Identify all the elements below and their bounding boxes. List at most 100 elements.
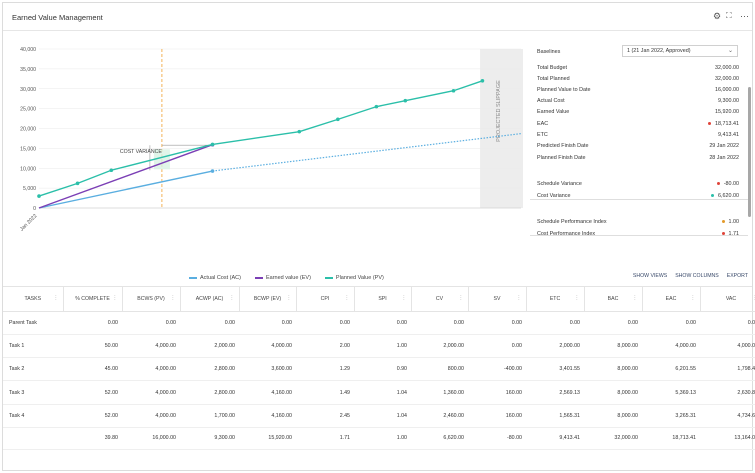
y-tick-label: 15,000 xyxy=(20,146,36,152)
column-menu-icon[interactable]: ⋮ xyxy=(170,295,176,301)
summary-row: ETC 9,413.41 xyxy=(535,130,739,141)
summary-value: 9,413.41 xyxy=(718,132,739,138)
column-header-label: BCWP (EV) xyxy=(253,295,282,302)
legend-label-pv: Planned Value (PV) xyxy=(335,275,384,281)
summary-row: Total Planned 32,000.00 xyxy=(535,74,739,85)
table-cell: 0.00 xyxy=(700,311,755,335)
show-columns-button[interactable]: SHOW COLUMNS xyxy=(675,273,719,279)
gear-icon[interactable]: ⚙ xyxy=(713,11,722,21)
summary-value-text: 32,000.00 xyxy=(715,65,739,71)
y-tick-label: 20,000 xyxy=(20,127,36,133)
table-cell: 0.00 xyxy=(122,311,180,335)
table-cell: 3,401.55 xyxy=(526,357,584,382)
table-cell: 2,000.00 xyxy=(180,334,239,359)
column-header[interactable]: CPI ⋮ xyxy=(296,287,355,312)
show-views-button[interactable]: SHOW VIEWS xyxy=(632,273,668,279)
table-row[interactable]: Task 4 52.00 4,000.00 1,700.00 4,160.00 2.45 1… xyxy=(3,404,755,428)
y-tick-label: 25,000 xyxy=(20,107,36,113)
column-header[interactable]: % COMPLETE ⋮ xyxy=(63,287,123,312)
data-point xyxy=(297,129,302,134)
table-row[interactable]: Task 1 50.00 4,000.00 2,000.00 4,000.00 2.00 1… xyxy=(3,334,755,359)
column-header[interactable]: BCWS (PV) ⋮ xyxy=(122,287,181,312)
column-menu-icon[interactable]: ⋮ xyxy=(53,295,59,301)
summary-value-text: 15,920.00 xyxy=(715,109,739,115)
column-menu-icon[interactable]: ⋮ xyxy=(574,295,580,301)
summary-value: -80.00 xyxy=(716,181,739,187)
column-header[interactable]: SV ⋮ xyxy=(468,287,527,312)
baselines-select[interactable]: 1 (21 Jan 2022, Approved) ⌄ xyxy=(622,45,738,57)
column-header[interactable]: CV ⋮ xyxy=(411,287,469,312)
table-cell: 0.00 xyxy=(411,311,468,335)
summary-value-text: 6,620.00 xyxy=(718,193,739,199)
summary-value-text: -80.00 xyxy=(723,181,739,187)
legend-swatch-ev xyxy=(254,277,263,279)
task-name-cell: Parent Task xyxy=(3,311,63,335)
legend-swatch-pv xyxy=(324,277,333,279)
table-cell: 3,265.31 xyxy=(642,404,700,428)
data-point xyxy=(336,117,340,122)
summary-label: Actual Cost xyxy=(537,98,565,104)
column-menu-icon[interactable]: ⋮ xyxy=(632,295,638,301)
y-tick-label: 40,000 xyxy=(20,47,36,53)
column-header[interactable]: ACWP (AC) ⋮ xyxy=(180,287,240,312)
column-header[interactable]: BCWP (EV) ⋮ xyxy=(239,287,297,312)
column-menu-icon[interactable]: ⋮ xyxy=(752,295,755,301)
column-menu-icon[interactable]: ⋮ xyxy=(112,295,118,301)
column-menu-icon[interactable]: ⋮ xyxy=(229,295,235,301)
table-cell: 52.00 xyxy=(63,380,122,405)
table-cell: 0.00 xyxy=(642,311,700,335)
summary-row: EAC 18,713.41 xyxy=(535,119,739,130)
table-row[interactable]: Task 2 45.00 4,000.00 2,800.00 3,600.00 1.29 0… xyxy=(3,357,755,382)
column-menu-icon[interactable]: ⋮ xyxy=(458,295,464,301)
legend-item-ac[interactable]: Actual Cost (AC) xyxy=(189,275,241,281)
table-cell: 1,798.45 xyxy=(700,357,755,382)
summary-value-text: 9,413.41 xyxy=(718,132,739,138)
status-dot xyxy=(721,220,725,224)
column-menu-icon[interactable]: ⋮ xyxy=(401,295,407,301)
column-header[interactable]: VAC ⋮ xyxy=(700,287,755,312)
column-header[interactable]: ETC ⋮ xyxy=(526,287,585,312)
total-cell: 1.00 xyxy=(354,426,411,450)
baselines-label: Baselines xyxy=(537,49,561,55)
summary-label: Predicted Finish Date xyxy=(537,143,589,149)
task-name-cell: Task 1 xyxy=(3,334,63,359)
column-header[interactable]: EAC ⋮ xyxy=(642,287,701,312)
table-cell: 160.00 xyxy=(468,380,526,405)
summary-scrollbar[interactable] xyxy=(748,87,751,217)
table-row[interactable]: Task 3 52.00 4,000.00 2,800.00 4,160.00 1.49 1… xyxy=(3,380,755,405)
summary-row: Schedule Variance -80.00 xyxy=(535,179,739,190)
column-menu-icon[interactable]: ⋮ xyxy=(690,295,696,301)
legend-item-ev[interactable]: Earned value (EV) xyxy=(254,275,311,281)
table-row[interactable]: Parent Task 0.00 0.00 0.00 0.00 0.00 0.00 0.00 0… xyxy=(3,311,755,335)
summary-row: Schedule Performance Index 1.00 xyxy=(535,217,739,228)
legend-item-pv[interactable]: Planned Value (PV) xyxy=(324,275,384,281)
column-header[interactable]: SPI ⋮ xyxy=(354,287,412,312)
table-total-row: 39.80 16,000.00 9,300.00 15,920.00 1.71 1.00 6… xyxy=(3,426,755,450)
table-cell: 0.00 xyxy=(180,311,239,335)
column-menu-icon[interactable]: ⋮ xyxy=(516,295,522,301)
table-cell: 2,460.00 xyxy=(411,404,468,428)
summary-panel: Baselines 1 (21 Jan 2022, Approved) ⌄ To… xyxy=(530,39,752,271)
summary-divider xyxy=(530,199,748,200)
column-menu-icon[interactable]: ⋮ xyxy=(286,295,292,301)
table-cell: 8,000.00 xyxy=(584,357,642,382)
table-cell: 5,369.13 xyxy=(642,380,700,405)
column-header[interactable]: TASKS ⋮ xyxy=(3,287,64,312)
legend-label-ev: Earned value (EV) xyxy=(265,275,311,281)
summary-value-text: 32,000.00 xyxy=(715,76,739,82)
more-icon[interactable]: ⋯ xyxy=(740,11,749,21)
task-name-cell: Task 3 xyxy=(3,380,63,405)
data-point xyxy=(210,142,215,147)
baselines-value: 1 (21 Jan 2022, Approved) xyxy=(627,48,691,54)
summary-value: 18,713.41 xyxy=(708,121,739,127)
summary-row: Cost Variance 6,620.00 xyxy=(535,191,739,202)
export-button[interactable]: EXPORT xyxy=(726,273,748,279)
table-cell: 4,000.00 xyxy=(642,334,700,359)
table-cell: 2.00 xyxy=(296,334,354,359)
column-header[interactable]: BAC ⋮ xyxy=(584,287,643,312)
column-menu-icon[interactable]: ⋮ xyxy=(344,295,350,301)
summary-label: Planned Value to Date xyxy=(537,87,591,93)
table-cell: 1.29 xyxy=(296,357,354,382)
expand-icon[interactable]: ⛶ xyxy=(726,11,732,20)
